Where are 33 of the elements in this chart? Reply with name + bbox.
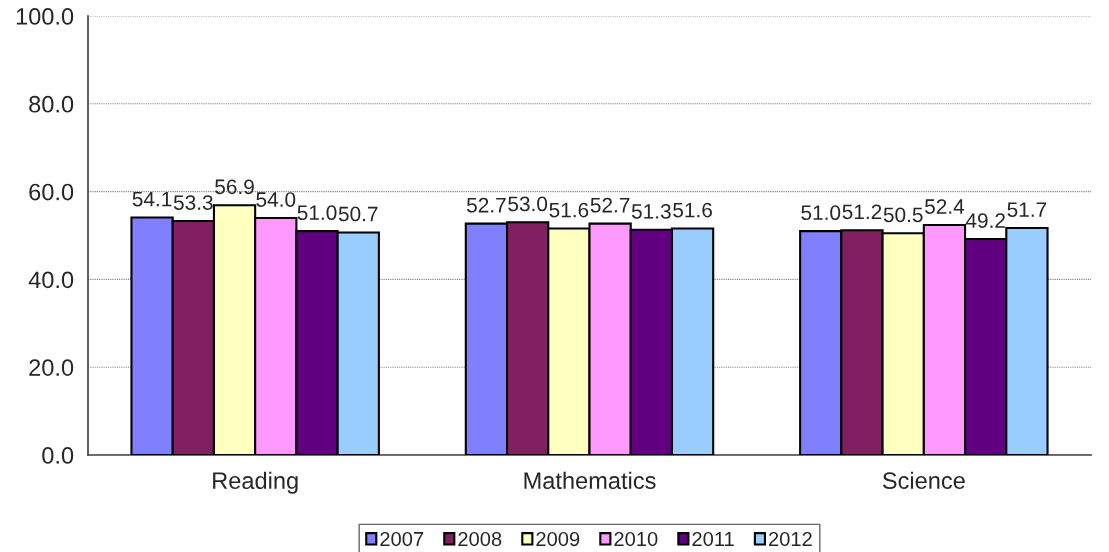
data-label: 53.0 [508,196,548,212]
data-label: 50.5 [883,207,923,223]
data-label: 54.0 [256,192,296,207]
data-label: 51.3 [631,203,671,219]
x-tick-label: Reading [213,471,298,494]
legend-label: 2009 [536,531,580,547]
legend-label: 2012 [768,531,812,547]
data-label: 51.2 [842,204,882,220]
data-label: 51.0 [801,205,841,221]
data-label: 54.1 [132,191,172,207]
x-tick-label: Mathematics [524,471,656,490]
data-label: 52.7 [466,197,506,213]
y-tick-label: 0.0 [42,447,74,464]
y-tick-label: 20.0 [29,359,74,376]
legend-label: 2008 [458,531,502,547]
legend-label: 2010 [614,531,658,547]
data-label: 51.6 [549,202,589,218]
y-tick-label: 60.0 [29,183,74,201]
data-label: 56.9 [215,179,254,195]
data-label: 52.4 [925,199,965,214]
data-label: 51.6 [673,202,712,218]
legend-label: 2011 [692,531,734,547]
data-label: 49.2 [965,213,1005,228]
data-label: 52.7 [590,197,630,213]
y-tick-label: 100.0 [16,8,74,25]
data-label: 50.7 [338,206,378,222]
y-tick-label: 80.0 [29,95,74,113]
data-label: 51.0 [297,205,337,221]
data-label: 51.7 [1007,202,1047,217]
x-tick-label: Science [882,471,965,490]
legend-label: 2007 [380,531,424,547]
y-tick-label: 40.0 [28,271,74,289]
data-label: 53.3 [173,195,213,210]
